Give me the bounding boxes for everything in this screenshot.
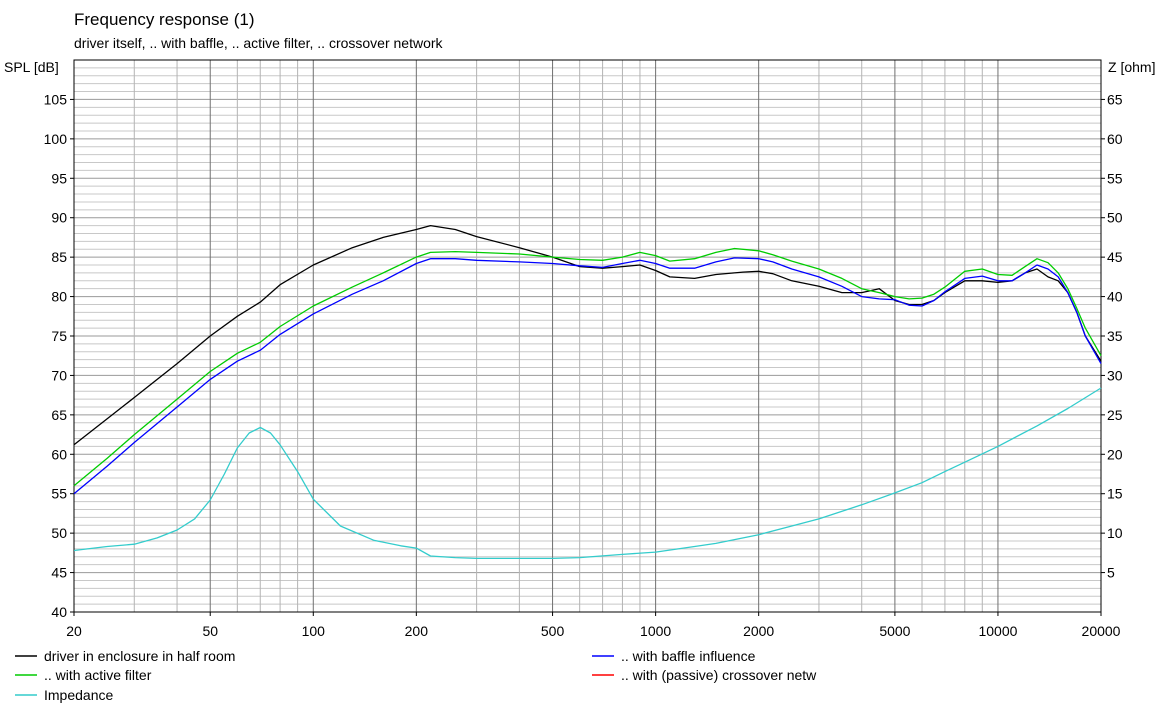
y2-tick-label: 25 [1107,407,1123,423]
x-tick-label: 200 [405,623,429,639]
series-line-5 [73,387,1102,560]
x-tick-label: 20 [66,623,82,639]
y2-tick-label: 60 [1107,131,1123,147]
legend: driver in enclosure in half room .. with … [15,648,817,703]
y2-axis-label: Z [ohm] [1108,59,1155,75]
y2-tick-label: 20 [1107,446,1123,462]
legend-label: .. with active filter [44,667,152,683]
y-tick-label: 50 [51,525,67,541]
y-tick-label: 95 [51,170,67,186]
chart-title: Frequency response (1) [74,10,254,29]
tick-labels: 20 50 100 200 500 1000 2000 5000 10000 20000 40 45 5… [44,91,1123,639]
legend-label: .. with baffle influence [621,648,756,664]
legend-label: Impedance [44,687,113,703]
x-tick-label: 1000 [640,623,671,639]
y2-tick-label: 35 [1107,328,1123,344]
plot-frame [73,59,1102,613]
x-tick-label: 10000 [978,623,1017,639]
series-line-3 [73,247,1102,487]
y2-tick-label: 10 [1107,525,1123,541]
y2-tick-label: 65 [1107,91,1123,107]
y-tick-label: 65 [51,407,67,423]
series-lines [73,224,1102,560]
y2-tick-label: 15 [1107,486,1123,502]
y2-tick-label: 30 [1107,367,1123,383]
y2-tick-label: 5 [1107,565,1115,581]
legend-label: driver in enclosure in half room [44,648,235,664]
x-tick-label: 2000 [743,623,774,639]
x-tick-label: 100 [302,623,326,639]
x-tick-label: 50 [202,623,218,639]
y2-tick-label: 55 [1107,170,1123,186]
legend-label: .. with (passive) crossover netw [621,667,817,683]
y-tick-label: 85 [51,249,67,265]
y2-tick-label: 45 [1107,249,1123,265]
y-tick-label: 40 [51,604,67,620]
y-tick-label: 45 [51,565,67,581]
y-tick-label: 100 [44,131,68,147]
x-tick-label: 20000 [1082,623,1121,639]
x-tick-label: 500 [541,623,565,639]
y-tick-label: 90 [51,210,67,226]
y2-tick-label: 40 [1107,289,1123,305]
x-tick-label: 5000 [879,623,910,639]
series-line-1 [73,224,1102,446]
chart-subtitle: driver itself, .. with baffle, .. active… [74,35,444,51]
y-tick-label: 70 [51,367,67,383]
y-tick-label: 55 [51,486,67,502]
y-tick-label: 105 [44,91,68,107]
y2-tick-label: 50 [1107,210,1123,226]
series-line-2 [73,257,1102,495]
chart-grid [74,60,1101,612]
y-tick-label: 80 [51,289,67,305]
y-tick-label: 60 [51,446,67,462]
y-tick-label: 75 [51,328,67,344]
y-axis-label: SPL [dB] [4,59,59,75]
